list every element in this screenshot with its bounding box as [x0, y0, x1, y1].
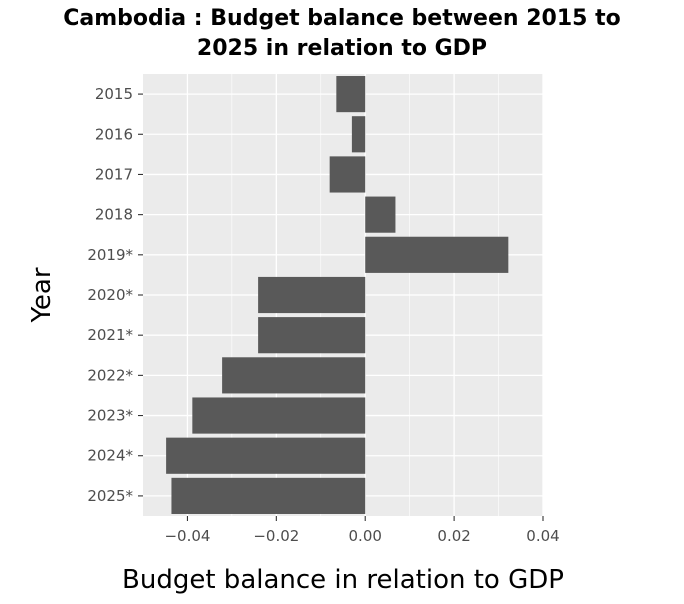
y-axis: 2015 2016 2017 2018 2019* 2020* 2021* 2022* 2023…: [87, 85, 143, 505]
bar-2018: [365, 196, 396, 233]
x-tick-label: 0.00: [349, 527, 382, 545]
y-tick-label: 2024*: [87, 447, 133, 465]
chart-title-line-1: Cambodia : Budget balance between 2015 t…: [63, 6, 621, 31]
y-axis-title: Year: [27, 267, 57, 323]
y-tick-label: 2018: [95, 206, 133, 224]
y-tick-label: 2022*: [87, 366, 133, 384]
chart-title: Cambodia : Budget balance between 2015 t…: [0, 4, 684, 64]
bar-2015: [336, 76, 366, 113]
bar-2021-projected: [258, 317, 366, 354]
y-tick-label: 2017: [95, 165, 133, 183]
bar-2024-projected: [166, 437, 366, 474]
bar-2017: [329, 156, 366, 193]
bar-2019-projected: [365, 236, 509, 273]
bar-2016: [351, 116, 366, 153]
y-tick-label: 2016: [95, 125, 133, 143]
y-tick-label: 2021*: [87, 326, 133, 344]
bar-2022-projected: [222, 357, 366, 394]
chart-title-line-2: 2025 in relation to GDP: [196, 36, 488, 61]
y-tick-label: 2025*: [87, 487, 133, 505]
x-axis: −0.04 −0.02 0.00 0.02 0.04: [164, 516, 560, 545]
x-tick-label: 0.04: [526, 527, 559, 545]
bars: [166, 76, 509, 514]
x-tick-label: 0.02: [437, 527, 470, 545]
bar-2020-projected: [258, 276, 366, 314]
x-tick-label: −0.04: [164, 527, 210, 545]
y-tick-label: 2015: [95, 85, 133, 103]
x-tick-label: −0.02: [253, 527, 299, 545]
bar-2025-projected: [171, 477, 366, 514]
y-tick-label: 2019*: [87, 246, 133, 264]
bar-2023-projected: [192, 397, 366, 434]
x-axis-title: Budget balance in relation to GDP: [122, 565, 564, 595]
y-tick-label: 2023*: [87, 407, 133, 425]
y-tick-label: 2020*: [87, 286, 133, 304]
